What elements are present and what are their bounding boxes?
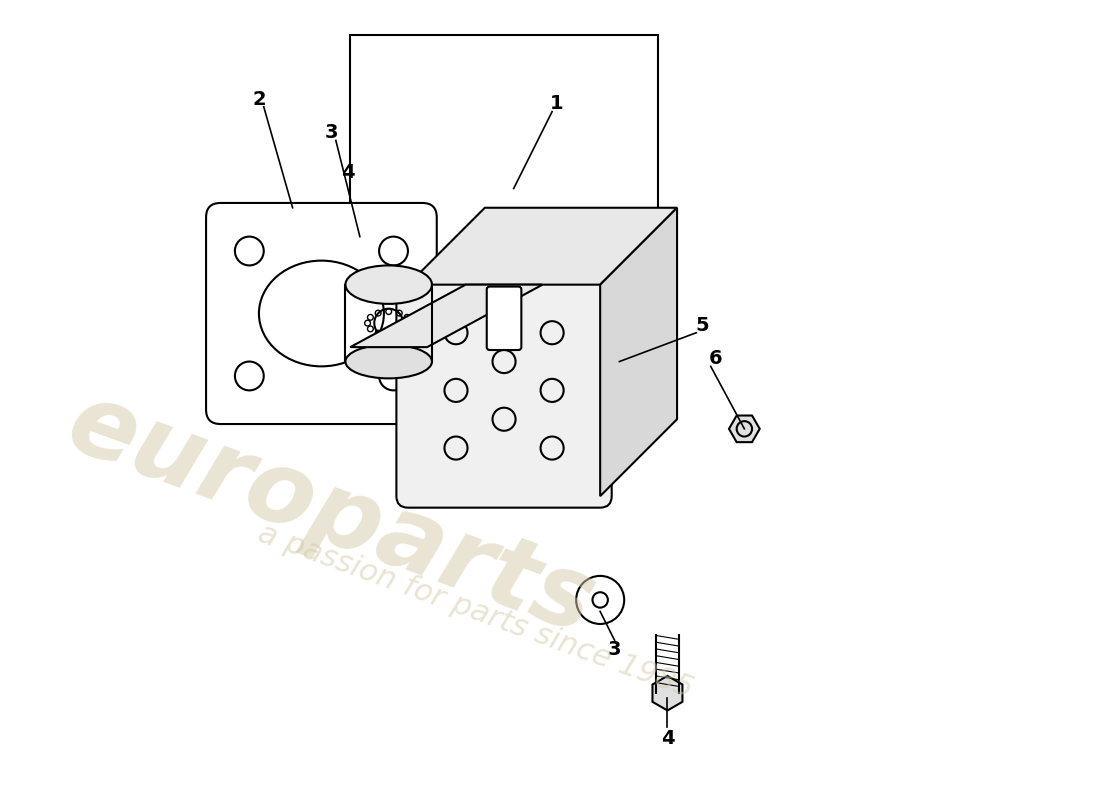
Text: 5: 5	[695, 317, 708, 335]
Polygon shape	[601, 208, 678, 496]
Polygon shape	[350, 285, 542, 347]
Text: 3: 3	[324, 123, 338, 142]
FancyBboxPatch shape	[396, 273, 612, 508]
Text: 6: 6	[708, 349, 723, 368]
Polygon shape	[652, 676, 682, 710]
Text: 1: 1	[550, 94, 563, 114]
Ellipse shape	[345, 266, 432, 304]
Text: a passion for parts since 1985: a passion for parts since 1985	[254, 519, 696, 704]
FancyBboxPatch shape	[486, 286, 521, 350]
Polygon shape	[408, 208, 678, 285]
Text: europarts: europarts	[55, 375, 607, 655]
Ellipse shape	[345, 345, 432, 378]
FancyBboxPatch shape	[206, 203, 437, 424]
Polygon shape	[350, 34, 658, 304]
Text: 4: 4	[661, 729, 674, 748]
Text: 2: 2	[252, 90, 266, 109]
Text: 3: 3	[608, 641, 622, 659]
Text: 4: 4	[341, 162, 355, 182]
Polygon shape	[729, 415, 760, 442]
